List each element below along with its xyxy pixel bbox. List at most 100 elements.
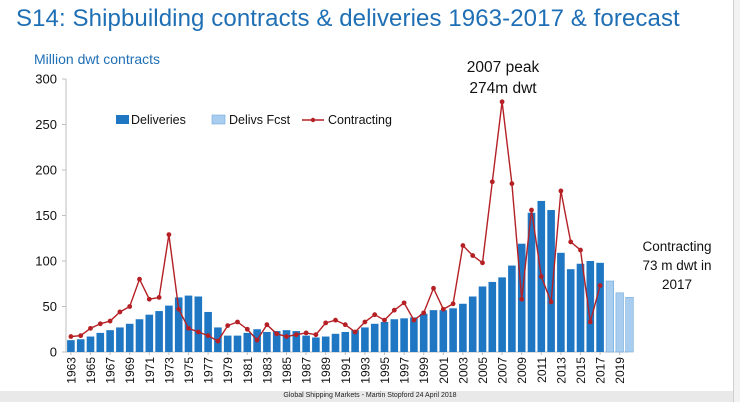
x-tick-label: 2003 <box>456 357 470 384</box>
legend-label-deliveries: Deliveries <box>131 113 186 127</box>
annotation-2017: Contracting 73 m dwt in 2017 <box>642 239 711 292</box>
bar-deliveries-1965 <box>86 336 95 352</box>
x-tick-label: 1973 <box>162 357 176 384</box>
bar-deliveries-2016 <box>586 261 595 352</box>
bar-delivs-fcst-2020 <box>625 297 634 353</box>
annotation-2017-line-1: Contracting <box>642 239 711 254</box>
bar-deliveries-2008 <box>508 265 516 352</box>
bar-deliveries-1967 <box>106 330 114 352</box>
point-contracting-1965 <box>88 325 93 331</box>
y-tick-label: 250 <box>35 117 57 132</box>
bar-deliveries-2014 <box>566 269 575 352</box>
x-tick-label: 1995 <box>378 357 392 384</box>
point-contracting-1980 <box>235 319 240 325</box>
point-contracting-2013 <box>558 188 564 194</box>
bar-deliveries-1991 <box>341 331 350 352</box>
x-tick-label: 2019 <box>613 357 627 384</box>
bar-deliveries-2017 <box>596 262 604 352</box>
point-contracting-1974 <box>176 306 182 312</box>
bar-deliveries-1971 <box>145 314 154 352</box>
point-contracting-2006 <box>489 179 495 185</box>
slide-title: S14: Shipbuilding contracts & deliveries… <box>16 5 680 32</box>
x-tick-label: 1993 <box>358 357 372 384</box>
bar-deliveries-1983 <box>263 331 271 352</box>
x-tick-label: 1967 <box>104 357 118 384</box>
bar-deliveries-1972 <box>155 311 163 352</box>
point-contracting-1976 <box>195 329 201 335</box>
point-contracting-1996 <box>391 307 397 313</box>
annotation-2017-line-2: 73 m dwt in <box>642 258 711 273</box>
bar-deliveries-1963 <box>67 340 75 352</box>
point-contracting-2004 <box>470 253 476 258</box>
point-contracting-1978 <box>215 338 221 344</box>
point-contracting-1972 <box>156 295 162 300</box>
bar-deliveries-2001 <box>439 310 448 352</box>
point-contracting-2002 <box>450 301 456 307</box>
bar-deliveries-1973 <box>165 305 173 352</box>
bar-deliveries-1977 <box>204 311 212 352</box>
point-contracting-1999 <box>421 310 427 316</box>
y-tick-label: 200 <box>35 163 57 178</box>
legend-marker-contracting <box>310 117 316 123</box>
x-tick-label: 1965 <box>84 357 98 384</box>
x-tick-label: 1981 <box>241 357 255 384</box>
bar-deliveries-1990 <box>331 333 340 352</box>
y-tick-label: 0 <box>50 345 57 360</box>
point-contracting-1986 <box>293 332 299 338</box>
x-tick-label: 2005 <box>476 357 490 384</box>
bar-deliveries-1994 <box>370 323 379 352</box>
point-contracting-1998 <box>411 317 417 323</box>
legend-label-delivs-fcst: Delivs Fcst <box>229 113 291 127</box>
bar-deliveries-1996 <box>390 319 399 352</box>
point-contracting-2001 <box>440 306 446 312</box>
point-contracting-1989 <box>323 320 329 326</box>
x-tick-label: 1997 <box>398 357 412 384</box>
bar-deliveries-1981 <box>243 332 252 352</box>
bar-delivs-fcst-2018 <box>605 280 614 353</box>
bar-deliveries-2010 <box>527 212 536 352</box>
legend-label-contracting: Contracting <box>328 113 392 127</box>
bar-deliveries-1992 <box>351 330 359 352</box>
footer-bar <box>0 391 740 402</box>
point-contracting-1984 <box>274 331 280 337</box>
bar-deliveries-1998 <box>410 317 418 352</box>
bar-deliveries-1974 <box>174 297 183 352</box>
point-contracting-1981 <box>244 326 250 332</box>
x-tick-label: 1985 <box>280 357 294 384</box>
x-tick-label: 2017 <box>594 357 608 384</box>
bar-deliveries-1984 <box>272 331 281 352</box>
bar-deliveries-1993 <box>361 327 369 352</box>
point-contracting-1964 <box>78 333 84 339</box>
y-tick-label: 50 <box>43 299 57 314</box>
bar-deliveries-2004 <box>468 296 477 352</box>
x-tick-label: 2013 <box>554 357 568 384</box>
bar-deliveries-2005 <box>478 286 487 352</box>
point-contracting-1991 <box>342 322 348 328</box>
y-tick-label: 300 <box>35 72 57 87</box>
x-tick-label: 1991 <box>339 357 353 384</box>
bar-deliveries-2012 <box>547 210 555 352</box>
bar-deliveries-1985 <box>282 330 291 352</box>
bar-deliveries-2000 <box>429 310 438 352</box>
x-tick-label: 1983 <box>260 357 274 384</box>
point-contracting-2016 <box>587 319 593 325</box>
point-contracting-1995 <box>382 317 387 323</box>
bar-deliveries-2007 <box>498 277 506 352</box>
point-contracting-1982 <box>254 337 260 343</box>
point-contracting-2015 <box>578 247 583 253</box>
y-axis-label: Million dwt contracts <box>34 51 160 67</box>
x-tick-label: 2007 <box>496 357 510 384</box>
annotation-2017-line-3: 2017 <box>662 277 692 292</box>
point-contracting-1975 <box>186 325 191 331</box>
point-contracting-2008 <box>509 181 515 187</box>
y-tick-label: 100 <box>35 254 57 269</box>
bar-deliveries-1976 <box>194 296 203 352</box>
x-tick-label: 1969 <box>123 357 137 384</box>
bar-delivs-fcst-2019 <box>615 292 624 353</box>
x-tick-label: 2009 <box>515 357 529 384</box>
annotation-peak: 2007 peak 274m dwt <box>467 59 540 97</box>
x-tick-label: 2001 <box>437 357 451 384</box>
bar-deliveries-2003 <box>459 303 467 352</box>
point-contracting-2014 <box>568 239 574 245</box>
point-contracting-1987 <box>303 330 309 336</box>
